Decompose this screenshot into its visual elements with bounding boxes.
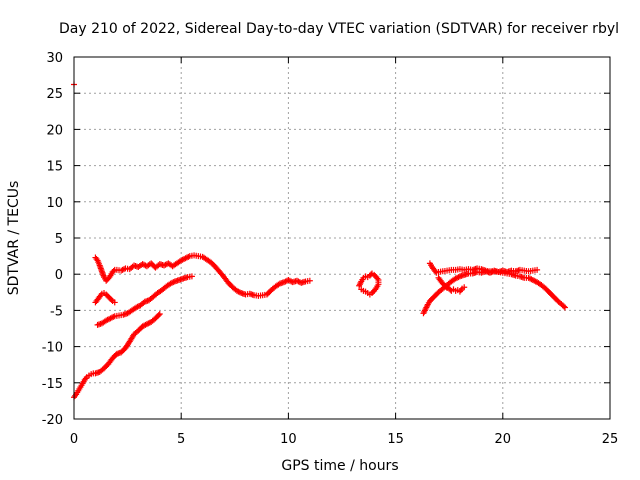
data-point [560,303,567,310]
x-tick-label: 20 [495,432,512,447]
x-axis-label: GPS time / hours [281,458,398,474]
series-track-8 [435,274,468,295]
tick-labels: 0 5 10 15 20 25 -20 -15 -10 -5 0 5 10 15 20 25 30 [42,51,619,447]
data-point [461,284,468,291]
y-tick-label: -20 [42,413,63,428]
series-track-2 [92,290,118,306]
data-points [71,81,568,401]
y-tick-label: 10 [46,196,63,211]
data-point [119,266,126,273]
data-point [561,304,568,311]
series-track-5 [356,270,382,298]
y-tick-label: -15 [42,377,63,392]
x-tick-label: 5 [177,432,185,447]
data-point [358,286,365,293]
plot-frame [73,56,611,420]
data-point [156,311,163,318]
y-axis-label: SDTVAR / TECUs [6,181,22,296]
grid-lines [74,57,610,419]
x-tick-label: 10 [280,432,297,447]
data-point [108,296,115,303]
data-point [188,273,195,280]
y-tick-label: -10 [42,341,63,356]
data-point [370,288,377,295]
y-tick-label: 20 [46,123,63,138]
data-point [457,287,464,294]
y-tick-label: 5 [55,232,63,247]
series-track-3 [94,273,195,328]
y-tick-label: 30 [46,51,63,66]
x-tick-label: 25 [602,432,619,447]
x-tick-label: 15 [387,432,404,447]
data-point [155,312,162,319]
data-point [110,267,117,274]
y-tick-label: 15 [46,160,63,175]
data-point [111,299,118,306]
y-tick-label: -5 [50,304,63,319]
data-point [286,277,293,284]
data-point [534,266,541,273]
data-point [442,283,449,290]
y-tick-label: 0 [55,268,63,283]
x-tick-label: 0 [70,432,78,447]
series-track-1 [92,252,313,299]
series-track-4 [71,311,163,401]
data-point [295,278,302,285]
y-tick-label: 25 [46,87,63,102]
chart-title: Day 210 of 2022, Sidereal Day-to-day VTE… [59,21,619,37]
data-point [306,277,313,284]
